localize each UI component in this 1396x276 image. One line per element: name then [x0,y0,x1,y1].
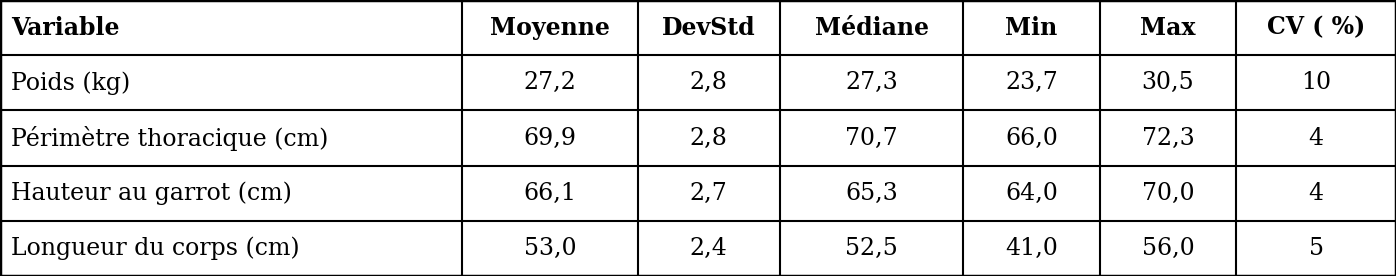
Text: 70,0: 70,0 [1142,182,1194,205]
Text: 52,5: 52,5 [845,237,898,260]
Text: Hauteur au garrot (cm): Hauteur au garrot (cm) [11,181,292,205]
Text: 53,0: 53,0 [524,237,577,260]
Text: Périmètre thoracique (cm): Périmètre thoracique (cm) [11,126,328,150]
Text: 66,1: 66,1 [524,182,577,205]
Text: Max: Max [1141,16,1195,39]
Text: Longueur du corps (cm): Longueur du corps (cm) [11,237,300,260]
Text: 2,4: 2,4 [690,237,727,260]
Text: 23,7: 23,7 [1005,71,1058,94]
Text: 56,0: 56,0 [1142,237,1194,260]
Text: Min: Min [1005,16,1058,39]
Text: 64,0: 64,0 [1005,182,1058,205]
Text: 65,3: 65,3 [845,182,898,205]
Text: 72,3: 72,3 [1142,126,1194,150]
Text: 2,7: 2,7 [690,182,727,205]
Text: 30,5: 30,5 [1142,71,1194,94]
Text: 27,2: 27,2 [524,71,577,94]
Text: 5: 5 [1308,237,1323,260]
Text: 41,0: 41,0 [1005,237,1058,260]
Text: 4: 4 [1308,126,1323,150]
Text: 66,0: 66,0 [1005,126,1058,150]
Text: 27,3: 27,3 [845,71,898,94]
Text: Poids (kg): Poids (kg) [11,71,130,95]
Text: Médiane: Médiane [815,16,928,39]
Text: Moyenne: Moyenne [490,16,610,39]
Text: 70,7: 70,7 [846,126,898,150]
Text: CV ( %): CV ( %) [1268,16,1365,39]
Text: 69,9: 69,9 [524,126,577,150]
Text: 4: 4 [1308,182,1323,205]
Text: Variable: Variable [11,16,120,39]
Text: DevStd: DevStd [662,16,755,39]
Text: 10: 10 [1301,71,1330,94]
Text: 2,8: 2,8 [690,126,727,150]
Text: 2,8: 2,8 [690,71,727,94]
